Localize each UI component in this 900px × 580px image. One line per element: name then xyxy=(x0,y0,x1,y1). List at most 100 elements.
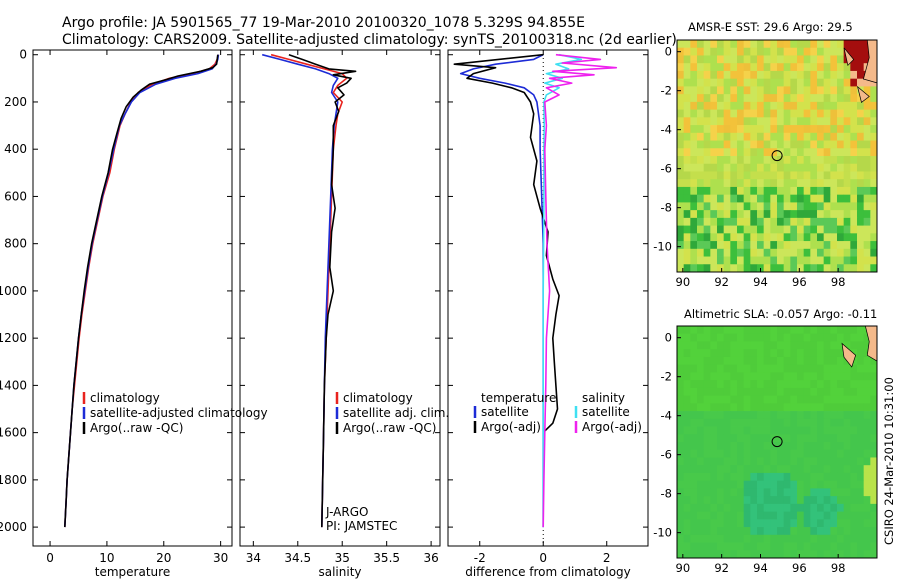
map-cell xyxy=(863,248,871,257)
map-cell xyxy=(863,202,871,211)
map-cell xyxy=(823,387,831,396)
map-cell xyxy=(850,78,858,87)
map-cell xyxy=(723,341,731,350)
map-cell xyxy=(703,55,711,64)
map-cell xyxy=(803,233,811,242)
map-cell xyxy=(757,94,765,103)
map-cell xyxy=(710,457,718,466)
map-cell xyxy=(770,194,778,203)
map-cell xyxy=(677,132,685,141)
map-cell xyxy=(717,148,725,157)
map-cell xyxy=(743,356,751,366)
map-cell xyxy=(843,326,851,335)
map-cell xyxy=(843,364,851,373)
map-cell xyxy=(757,519,765,528)
map-cell xyxy=(810,387,818,396)
map-cell xyxy=(730,403,738,412)
map-cell xyxy=(710,140,718,149)
map-cell xyxy=(777,550,785,559)
map-cell xyxy=(857,109,865,118)
map-cell xyxy=(697,465,705,474)
map-cell xyxy=(783,534,791,543)
map-cell xyxy=(730,132,738,141)
map-cell xyxy=(743,264,751,273)
map-cell xyxy=(770,503,778,512)
map-cell xyxy=(770,534,778,543)
map-cell xyxy=(697,156,705,165)
map-cell xyxy=(863,125,871,134)
map-cell xyxy=(717,480,725,489)
y-tick-label: 1000 xyxy=(0,284,27,298)
map-cell xyxy=(790,140,798,149)
map-cell xyxy=(850,534,858,543)
argo-position-marker xyxy=(771,436,783,448)
map-cell xyxy=(737,241,745,250)
map-cell xyxy=(743,63,751,72)
map-cell xyxy=(803,349,811,358)
map-cell xyxy=(703,411,711,420)
map-cell xyxy=(770,179,778,188)
map-cell xyxy=(837,349,845,358)
map-cell xyxy=(790,225,798,234)
map-cell xyxy=(677,434,685,443)
map-cell xyxy=(737,233,745,242)
map-cell xyxy=(723,256,731,265)
legend-label-climatology: climatology xyxy=(90,391,160,405)
map-cell xyxy=(697,217,705,226)
map-cell xyxy=(770,395,778,404)
map-cell xyxy=(770,341,778,350)
map-cell xyxy=(830,503,838,512)
map-cell xyxy=(863,411,871,420)
map-cell xyxy=(823,241,831,250)
map-cell xyxy=(830,225,838,234)
map-cell xyxy=(710,364,718,373)
map-cell xyxy=(843,248,851,257)
map-cell xyxy=(803,55,811,64)
map-cell xyxy=(763,488,771,497)
map-cell xyxy=(737,403,745,412)
map-cell xyxy=(830,264,838,273)
map-cell xyxy=(763,78,771,87)
map-cell xyxy=(790,511,798,520)
map-cell xyxy=(863,349,871,358)
map-cell xyxy=(783,171,791,180)
map-cell xyxy=(763,179,771,188)
map-cell xyxy=(703,511,711,520)
map-cell xyxy=(790,241,798,250)
map-cell xyxy=(783,233,791,242)
map-cell xyxy=(857,364,865,373)
map-cell xyxy=(817,472,825,482)
map-cell xyxy=(763,418,771,427)
map-cell xyxy=(797,511,805,520)
map-cell xyxy=(823,364,831,373)
map-cell xyxy=(683,163,691,172)
map-cell xyxy=(683,341,691,350)
map-cell xyxy=(723,210,731,219)
map-cell xyxy=(703,101,711,110)
map-cell xyxy=(743,47,751,56)
map-cell xyxy=(717,326,725,335)
map-cell xyxy=(750,264,758,273)
map-cell xyxy=(810,418,818,427)
map-cell xyxy=(790,372,798,381)
map-cell xyxy=(750,403,758,412)
map-cell xyxy=(823,442,831,451)
map-cell xyxy=(743,94,751,103)
map-cell xyxy=(743,132,751,141)
map-cell xyxy=(697,387,705,396)
map-cell xyxy=(857,465,865,474)
map-cell xyxy=(683,364,691,373)
map-cell xyxy=(723,101,731,110)
map-cell xyxy=(803,511,811,520)
map-cell xyxy=(743,403,751,412)
map-cell xyxy=(783,78,791,87)
map-cell xyxy=(757,225,765,234)
map-cell xyxy=(790,40,798,49)
map-cell xyxy=(750,40,758,49)
map-cell xyxy=(803,256,811,265)
map-cell xyxy=(783,86,791,95)
map-cell xyxy=(843,194,851,203)
map-cell xyxy=(750,326,758,335)
map-cell xyxy=(777,418,785,427)
map-cell xyxy=(843,465,851,474)
